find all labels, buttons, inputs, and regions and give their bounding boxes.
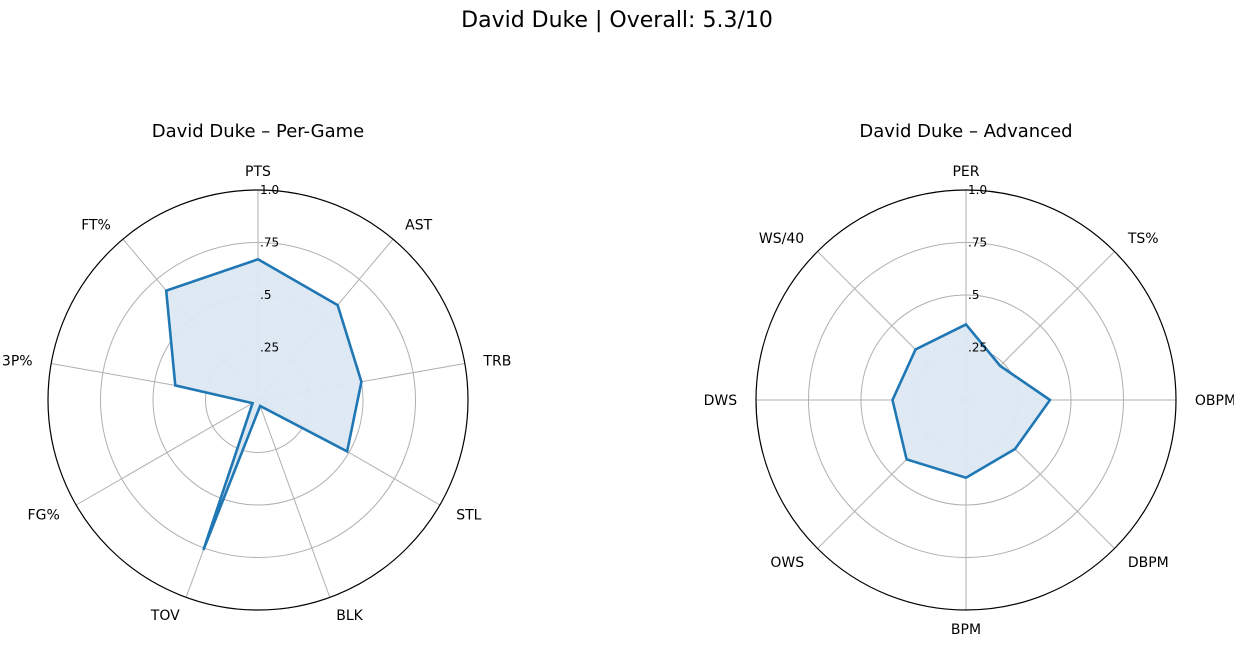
polar-frame: [47, 189, 469, 611]
category-label-fg-: FG%: [28, 507, 60, 523]
r-tick-label: .25: [968, 341, 987, 355]
grid-spoke: [257, 399, 331, 598]
data-line: [891, 322, 1052, 480]
r-tick-label: 1.0: [968, 183, 987, 197]
category-label-blk: BLK: [336, 608, 363, 624]
category-label-stl: STL: [456, 507, 481, 523]
grid-spoke: [75, 399, 259, 506]
category-label-ft-: FT%: [81, 218, 111, 234]
polar-frame: [755, 189, 1177, 611]
data-area: [892, 324, 1050, 478]
r-tick-label: .75: [260, 236, 279, 250]
r-tick-label: .5: [968, 288, 979, 302]
category-label-ws-40: WS/40: [759, 231, 804, 247]
category-label-tov: TOV: [150, 608, 180, 624]
figure-title: David Duke | Overall: 5.3/10: [461, 8, 773, 33]
category-label-dbpm: DBPM: [1128, 555, 1169, 571]
chart-title: David Duke – Advanced: [859, 121, 1072, 142]
category-label-3p-: 3P%: [2, 353, 33, 369]
data-area: [166, 259, 362, 550]
radar-chart-1: .25 .5 .75 1.0 PTS AST TRB STL BLK TOV FG% 3P% FT% Da…: [2, 121, 511, 624]
radar-chart-2: .25 .5 .75 1.0 PER TS% OBPM DBPM BPM OWS DWS WS/40 D…: [704, 121, 1234, 638]
category-label-bpm: BPM: [951, 622, 981, 638]
category-label-per: PER: [952, 164, 979, 180]
category-label-ast: AST: [405, 218, 432, 234]
category-label-trb: TRB: [482, 353, 511, 369]
chart-title: David Duke – Per-Game: [152, 121, 365, 142]
r-tick-label: .75: [968, 236, 987, 250]
r-tick-label: .25: [260, 341, 279, 355]
category-label-pts: PTS: [245, 164, 271, 180]
category-label-ts-: TS%: [1127, 231, 1159, 247]
category-label-ows: OWS: [770, 555, 804, 571]
r-tick-label: 1.0: [260, 183, 279, 197]
category-label-obpm: OBPM: [1195, 393, 1234, 409]
data-line: [164, 257, 363, 551]
r-tick-label: .5: [260, 288, 271, 302]
category-label-dws: DWS: [704, 393, 738, 409]
